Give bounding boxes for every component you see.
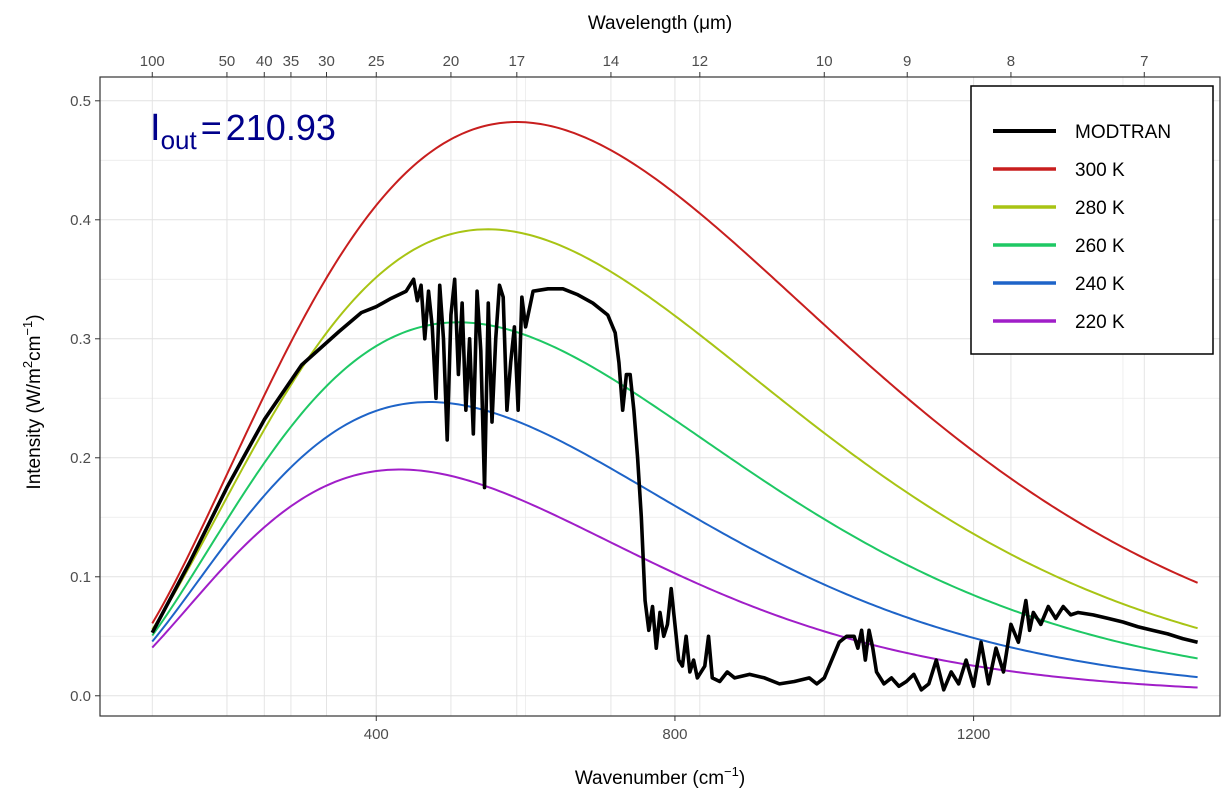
top-axis-ticks: 100 50 40 35 30 25 20 17 14 12 10 9 8 7 [140, 53, 1148, 77]
top-tick-label: 40 [256, 53, 273, 70]
x-tick-label: 400 [364, 726, 389, 743]
top-tick-label: 30 [318, 53, 335, 70]
series-line-300k [151, 121, 1198, 624]
y-axis-ticks: 0.0 0.1 0.2 0.3 0.4 0.5 [70, 93, 100, 705]
legend-label: 260 K [1075, 236, 1125, 257]
x-axis-ticks: 400 800 1200 [364, 716, 990, 743]
top-tick-label: 17 [508, 53, 525, 70]
top-tick-label: 14 [603, 53, 620, 70]
top-tick-label: 10 [816, 53, 833, 70]
series-line-220k [151, 468, 1198, 689]
legend-label: 220 K [1075, 312, 1125, 333]
y-tick-label: 0.3 [70, 331, 91, 348]
y-tick-label: 0.4 [70, 212, 91, 229]
top-tick-label: 50 [219, 53, 236, 70]
grid-major [100, 77, 1220, 716]
x-tick-label: 800 [662, 726, 687, 743]
top-tick-label: 25 [368, 53, 385, 70]
y-tick-label: 0.5 [70, 93, 91, 110]
y-tick-label: 0.2 [70, 450, 91, 467]
x-tick-label: 1200 [957, 726, 990, 743]
top-tick-label: 100 [140, 53, 165, 70]
series-layer [150, 121, 1199, 692]
top-tick-label: 12 [691, 53, 708, 70]
top-tick-label: 9 [903, 53, 911, 70]
x-axis-title: Wavenumber (cm−1) [575, 764, 745, 789]
top-tick-label: 8 [1007, 53, 1015, 70]
panel-border [99, 76, 1221, 717]
legend: MODTRAN 300 K 280 K 260 K 240 K 220 K [970, 85, 1214, 355]
y-tick-label: 0.1 [70, 569, 91, 586]
top-tick-label: 35 [283, 53, 300, 70]
top-tick-label: 7 [1140, 53, 1148, 70]
legend-label: 300 K [1075, 160, 1125, 181]
y-tick-label: 0.0 [70, 688, 91, 705]
top-axis-title: Wavelength (μm) [588, 13, 732, 34]
y-axis-title: Intensity (W/m2cm−1) [20, 314, 45, 489]
legend-label: MODTRAN [1075, 122, 1171, 143]
series-line-modtran [150, 277, 1199, 692]
legend-label: 240 K [1075, 274, 1125, 295]
legend-label: 280 K [1075, 198, 1125, 219]
outgoing-intensity-annotation: Iout = 210.93 [150, 107, 336, 155]
series-line-280k [151, 228, 1198, 631]
series-line-240k [151, 401, 1198, 679]
top-tick-label: 20 [443, 53, 460, 70]
